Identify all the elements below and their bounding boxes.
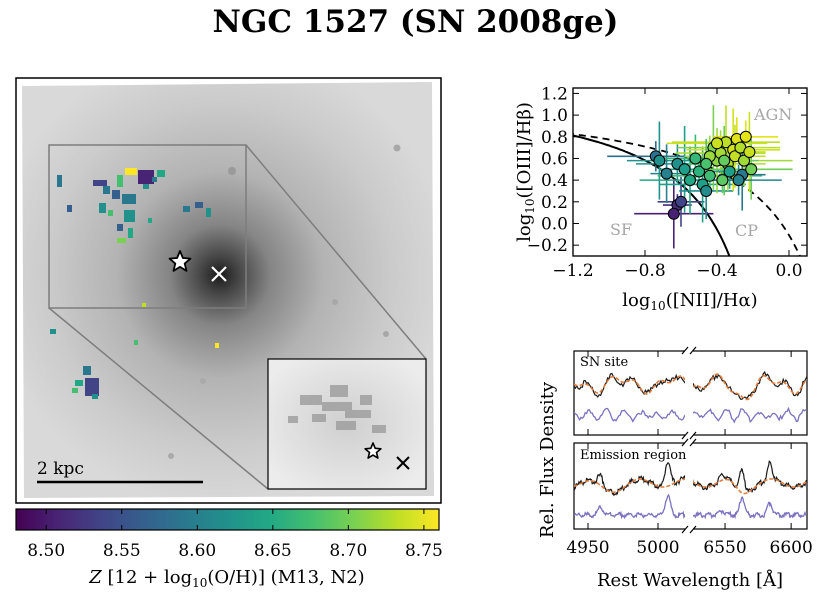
colorbar-label: Z [12 + log10(O/H)] (M13, N2) <box>88 567 364 590</box>
bpt-y-tick-label: 0.4 <box>541 171 568 191</box>
spectra-ylabel: Rel. Flux Density <box>537 381 558 538</box>
region-label-cp: CP <box>735 221 758 240</box>
sn-position-star-icon <box>168 250 192 272</box>
spectra-xlabel: Rest Wavelength [Å] <box>597 569 783 591</box>
bpt-x-tick-label: −1.2 <box>552 261 593 281</box>
bpt-x-tick-label: −0.4 <box>696 261 737 281</box>
emission-observed-right <box>691 460 807 494</box>
sn-site-observed-right <box>691 370 807 400</box>
zoom-box <box>48 144 247 309</box>
spectrum-tick-label: 5000 <box>636 538 679 558</box>
galaxy-image-panel: 2 kpc <box>15 77 442 504</box>
bpt-y-tick-label: 1.2 <box>541 84 568 104</box>
foreground-star <box>228 167 236 175</box>
bpt-point <box>718 154 731 167</box>
bpt-point <box>723 165 736 178</box>
scale-bar-label: 2 kpc <box>37 459 84 479</box>
sn-site-fit-right <box>691 373 807 401</box>
foreground-star <box>168 453 174 459</box>
bpt-point <box>700 184 713 197</box>
bpt-point <box>700 157 713 170</box>
bpt-point <box>732 174 745 187</box>
inset-nucleus-cross-icon <box>396 456 410 470</box>
bpt-point <box>703 169 716 182</box>
emission-fit-right <box>691 478 807 495</box>
emission-fit-left <box>574 478 686 494</box>
metallicity-spaxels <box>50 168 219 399</box>
colorbar-tick-label: 8.65 <box>254 541 292 561</box>
spectra-panels: SN site Emission region 4950 5000 6550 6600… <box>537 346 813 591</box>
colorbar-tick-label: 8.75 <box>405 541 443 561</box>
kauffmann-curve <box>573 134 731 256</box>
emission-residual-right <box>691 496 807 520</box>
bpt-xlabel: log10([NII]/Hα) <box>622 290 757 313</box>
bpt-y-tick-label: 0.0 <box>541 214 568 234</box>
bpt-points <box>649 130 758 220</box>
spectrum-tick-label: 6600 <box>770 538 813 558</box>
bpt-point <box>667 207 680 220</box>
colorbar-tick-label: 8.55 <box>103 541 141 561</box>
zoom-inset <box>267 358 427 490</box>
sn-site-fit-left <box>574 375 687 395</box>
bpt-point <box>716 174 729 187</box>
zoom-connector <box>48 307 269 490</box>
bpt-y-tick-label: 1.0 <box>541 106 568 126</box>
nucleus-cross-icon <box>211 266 227 282</box>
colorbar-tick-label: 8.70 <box>329 541 367 561</box>
spectrum-label-emission-region: Emission region <box>580 448 687 463</box>
emission-observed-left <box>574 462 687 497</box>
colorbar-tick-label: 8.60 <box>178 541 216 561</box>
bpt-y-tick-label: −0.2 <box>527 236 568 256</box>
image-border <box>15 77 442 504</box>
bpt-y-tick-label: 0.2 <box>541 193 568 213</box>
foreground-star <box>332 299 338 305</box>
colorbar-tick-label: 8.50 <box>27 541 65 561</box>
bpt-y-tick-label: 0.8 <box>541 128 568 148</box>
bpt-point <box>738 154 750 167</box>
bpt-point <box>678 163 691 176</box>
bpt-x-tick-label: 0.0 <box>775 261 802 281</box>
spectrum-tick-label: 4950 <box>566 538 609 558</box>
bpt-point <box>743 145 756 158</box>
axis-break-gap <box>685 440 693 532</box>
spectra-x-ticks: 4950 5000 6550 6600 <box>566 351 813 558</box>
bpt-point <box>745 163 758 176</box>
foreground-star <box>383 331 389 337</box>
spectrum-tick-label: 6550 <box>703 538 746 558</box>
inset-texture <box>288 385 386 433</box>
zoom-connector <box>245 144 427 360</box>
region-label-agn: AGN <box>753 105 792 124</box>
bpt-border <box>572 87 808 257</box>
bpt-point <box>675 195 687 208</box>
region-label-sf: SF <box>610 220 632 239</box>
emission-residual-left <box>574 493 687 520</box>
bpt-diagram: −1.2 −0.8 −0.4 0.0−0.20.00.20.40.60.81.01.2… <box>514 84 808 313</box>
bpt-point <box>684 174 696 187</box>
colorbar-gradient <box>15 508 440 531</box>
bpt-point <box>693 165 705 178</box>
sn-site-residual-left <box>574 407 687 423</box>
bpt-point <box>660 167 673 180</box>
sn-site-residual-right <box>691 406 807 424</box>
spectrum-label-sn-site: SN site <box>580 355 628 370</box>
inset-sn-star-icon <box>364 442 382 459</box>
bpt-point <box>653 154 666 167</box>
foreground-star <box>200 378 206 384</box>
bpt-point <box>689 152 702 165</box>
axis-break-gap <box>685 348 693 438</box>
bpt-ylabel: log10([OIII]/Hβ) <box>514 102 537 242</box>
colorbar-ticks: 8.50 8.55 8.60 8.65 8.70 8.75 <box>27 509 443 561</box>
bpt-point <box>739 130 752 143</box>
bpt-y-tick-label: 0.6 <box>541 149 568 169</box>
colorbar: 8.50 8.55 8.60 8.65 8.70 8.75 Z [12 + log10(O… <box>15 508 443 590</box>
bpt-point <box>711 137 723 150</box>
foreground-star <box>393 144 401 152</box>
bpt-axis-ticks: −1.2 −0.8 −0.4 0.0−0.20.00.20.40.60.81.01.2 <box>527 84 807 281</box>
bpt-x-tick-label: −0.8 <box>624 261 665 281</box>
figure-title: NGC 1527 (SN 2008ge) <box>212 4 619 40</box>
